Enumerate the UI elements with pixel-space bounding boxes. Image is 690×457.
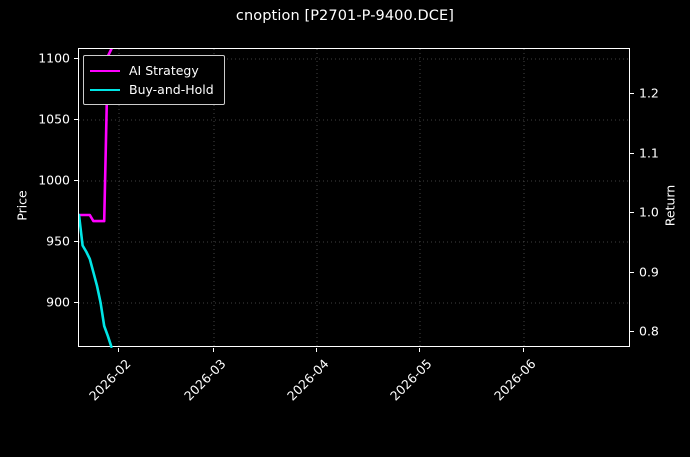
x-tick-label: 2026-06 [491, 356, 539, 404]
legend-label-ai-strategy: AI Strategy [129, 63, 199, 78]
y-tick-label-left: 1000 [38, 172, 70, 188]
y-axis-right-label: Return [662, 184, 678, 227]
x-tick-label: 2026-02 [86, 356, 134, 404]
y-tick-label-right: 1.0 [639, 204, 659, 220]
y-tick-mark-right [630, 93, 634, 94]
y-tick-label-right: 1.2 [639, 85, 659, 101]
x-tick-label: 2026-05 [387, 356, 435, 404]
x-tick-label: 2026-04 [284, 356, 332, 404]
legend-swatch-ai-strategy [90, 69, 120, 72]
y-tick-mark-right [630, 272, 634, 273]
x-tick-mark [419, 348, 420, 352]
x-tick-mark [213, 348, 214, 352]
legend-label-buy-and-hold: Buy-and-Hold [129, 82, 214, 97]
x-tick-mark [118, 348, 119, 352]
x-tick-mark [316, 348, 317, 352]
plot-area: AI Strategy Buy-and-Hold [78, 48, 631, 348]
y-tick-label-right: 0.9 [639, 264, 659, 280]
legend-item-buy-and-hold[interactable]: Buy-and-Hold [90, 80, 214, 99]
chart-title: cnoption [P2701-P-9400.DCE] [235, 8, 455, 24]
series-line-ai-strategy [79, 49, 113, 223]
chart-figure: cnoption [P2701-P-9400.DCE] Price 1100 1… [14, 8, 678, 404]
y-tick-label-left: 1100 [38, 50, 70, 66]
y-tick-mark-right [630, 153, 634, 154]
y-tick-label-left: 950 [46, 233, 70, 249]
y-tick-mark-left [74, 302, 78, 303]
y-tick-label-right: 0.8 [639, 323, 659, 339]
chart-legend[interactable]: AI Strategy Buy-and-Hold [83, 55, 225, 105]
y-tick-label-left: 900 [46, 294, 70, 310]
x-tick-mark [523, 348, 524, 352]
y-tick-mark-left [74, 241, 78, 242]
y-tick-mark-left [74, 58, 78, 59]
y-tick-mark-left [74, 180, 78, 181]
x-tick-label: 2026-03 [181, 356, 229, 404]
y-tick-mark-right [630, 331, 634, 332]
legend-item-ai-strategy[interactable]: AI Strategy [90, 61, 214, 80]
y-tick-label-left: 1050 [38, 111, 70, 127]
grid-horizontal [79, 58, 631, 304]
plot-canvas [79, 49, 631, 348]
legend-swatch-buy-and-hold [90, 88, 120, 91]
series-line-buy-and-hold [79, 213, 113, 348]
y-tick-mark-left [74, 119, 78, 120]
y-tick-label-right: 1.1 [639, 145, 659, 161]
y-tick-mark-right [630, 212, 634, 213]
